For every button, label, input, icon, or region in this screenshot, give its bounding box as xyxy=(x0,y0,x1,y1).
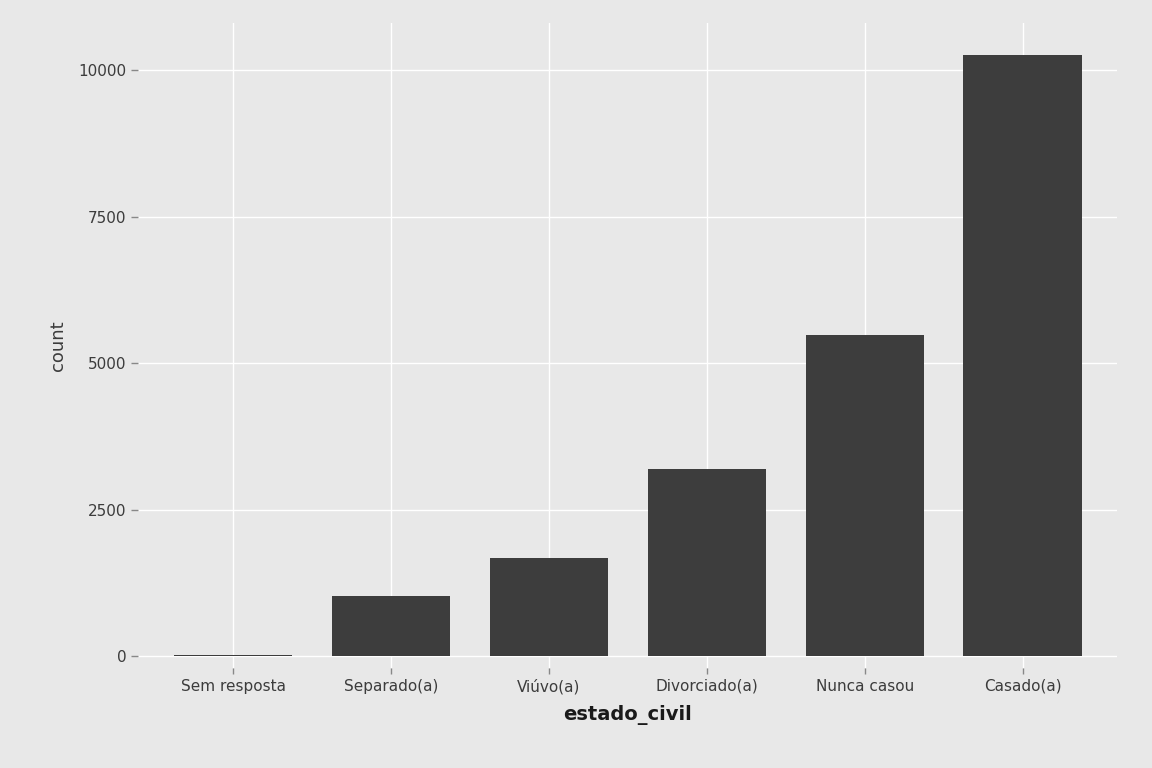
Bar xyxy=(332,596,450,657)
Bar xyxy=(174,655,293,657)
Bar xyxy=(490,558,608,657)
Bar xyxy=(805,335,924,657)
Bar xyxy=(647,468,766,657)
X-axis label: estado_civil: estado_civil xyxy=(563,705,692,725)
Y-axis label: count: count xyxy=(50,320,67,371)
Bar xyxy=(963,55,1082,657)
